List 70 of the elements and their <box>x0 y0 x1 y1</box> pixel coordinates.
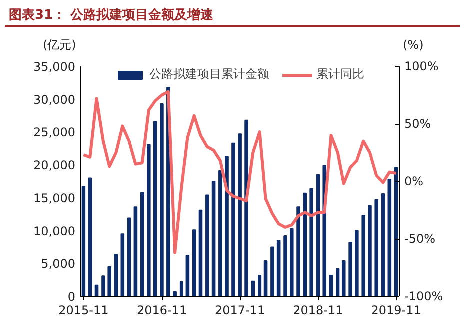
y-tick-label: 10,000 <box>34 224 76 238</box>
x-tick-label: 2015-11 <box>58 304 109 318</box>
bar <box>127 218 132 296</box>
bar <box>270 246 274 296</box>
bar <box>153 121 158 296</box>
y2-tick-label: 100% <box>404 60 439 74</box>
bar <box>114 254 118 296</box>
y2-axis-title: (%) <box>403 37 424 54</box>
y-tick-label: 20,000 <box>34 158 76 173</box>
bar <box>102 276 106 296</box>
bar <box>147 144 151 296</box>
y2-tick-label: -50% <box>404 232 436 246</box>
bar <box>303 192 307 296</box>
legend-label: 公路拟建项目累计金额 <box>150 66 270 83</box>
bar <box>381 193 386 296</box>
bar <box>173 291 177 296</box>
bar <box>218 170 222 296</box>
bar <box>394 167 398 296</box>
line-series <box>82 90 398 254</box>
bar <box>186 255 190 296</box>
bar <box>212 181 216 296</box>
bar <box>355 230 359 296</box>
bar <box>276 240 281 296</box>
bar <box>134 206 138 296</box>
y-tick-label: 35,000 <box>34 60 76 74</box>
bar <box>192 230 196 296</box>
legend-label: 累计同比 <box>316 66 364 83</box>
y-tick-label: 25,000 <box>34 126 76 140</box>
bar <box>348 242 352 296</box>
y2-tick-label: 50% <box>404 117 432 131</box>
y2-tick-label: 0% <box>404 174 424 188</box>
bar <box>342 260 346 296</box>
bar <box>336 268 340 296</box>
y-tick-label: 0 <box>68 290 76 304</box>
bar <box>368 205 372 296</box>
bar <box>232 142 236 296</box>
x-tick-label: 2019-11 <box>371 304 422 318</box>
bar <box>88 178 92 296</box>
bar <box>310 188 314 296</box>
y2-tick-label: -100% <box>404 290 444 304</box>
bar <box>258 274 262 296</box>
bar <box>82 186 86 296</box>
bar <box>225 156 229 296</box>
bar <box>108 266 112 296</box>
bar <box>264 260 268 296</box>
bar <box>388 179 392 296</box>
bar <box>284 236 288 296</box>
bar <box>238 134 242 296</box>
bar <box>362 215 366 296</box>
y-tick-label: 5,000 <box>41 257 76 272</box>
bar <box>120 234 125 296</box>
bar <box>374 199 378 296</box>
bar <box>198 210 203 296</box>
x-tick-label: 2017-11 <box>215 304 266 318</box>
y-tick-label: 15,000 <box>34 191 76 206</box>
bar <box>180 282 184 296</box>
bar <box>251 280 256 296</box>
x-tick-label: 2018-11 <box>293 304 344 318</box>
bar <box>329 274 334 296</box>
bar <box>140 192 144 296</box>
y-tick-label: 30,000 <box>34 92 76 107</box>
bar <box>206 194 210 296</box>
bar <box>296 206 300 296</box>
bar <box>316 174 320 296</box>
bar <box>160 103 164 296</box>
chart-title: 图表31： 公路拟建项目金额及增速 <box>9 7 214 25</box>
bar <box>244 120 248 296</box>
bar <box>290 228 294 296</box>
y-axis-title: (亿元) <box>43 37 76 54</box>
x-tick-label: 2016-11 <box>136 304 188 318</box>
